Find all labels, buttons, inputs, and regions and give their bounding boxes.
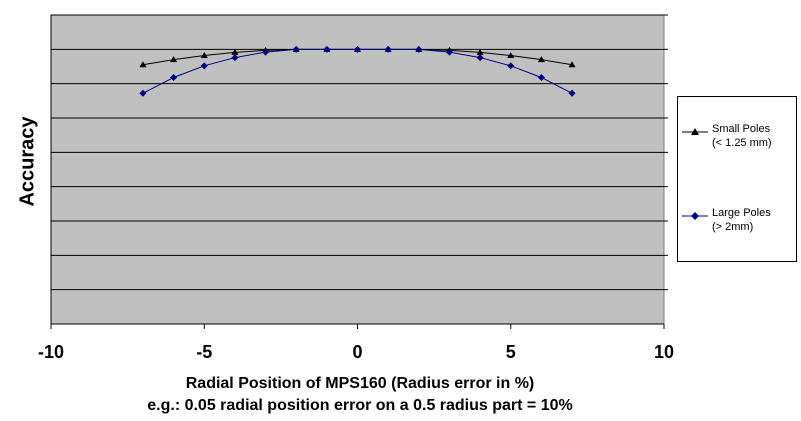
legend-label: Small Poles [712,123,771,135]
x-tick-label: 10 [654,342,674,362]
series-layer [139,45,576,97]
legend-sublabel: (> 2mm) [712,221,754,233]
data-point [200,62,208,70]
data-point [537,56,545,63]
data-point [476,54,484,62]
x-axis-label: Radial Position of MPS160 (Radius error … [185,375,535,392]
x-tick-labels: -10 -5 0 5 10 [38,324,674,362]
data-point [445,48,453,56]
data-point [537,73,545,81]
chart-subtitle: e.g.: 0.05 radial position error on a 0.… [147,397,573,414]
data-point [476,48,484,55]
x-tick-label: 0 [352,342,362,362]
data-point [507,52,515,59]
x-tick-label: -10 [38,342,64,362]
data-point [507,62,515,70]
legend-sublabel: (< 1.25 mm) [712,137,772,149]
data-point [139,61,147,68]
data-point [231,54,239,62]
data-point [231,48,239,55]
x-tick-label: 5 [506,342,516,362]
data-point [323,45,331,53]
data-point [139,89,147,97]
data-point [200,52,208,59]
data-point [262,48,270,56]
legend: Small Poles (< 1.25 mm) Large Poles (> 2… [677,96,797,262]
data-point [415,45,423,53]
data-point [292,45,300,53]
diamond-marker-icon [682,212,708,220]
data-point [170,73,178,81]
data-point [384,45,392,53]
plot-area [50,14,665,325]
data-point [568,89,576,97]
data-point [170,56,178,63]
legend-label: Large Poles [712,207,771,219]
triangle-marker-icon [682,128,708,135]
gridlines [51,14,668,291]
x-tick-label: -5 [196,342,212,362]
y-axis-label: Accuracy [16,116,39,207]
data-point [568,61,576,68]
data-point [354,45,361,53]
